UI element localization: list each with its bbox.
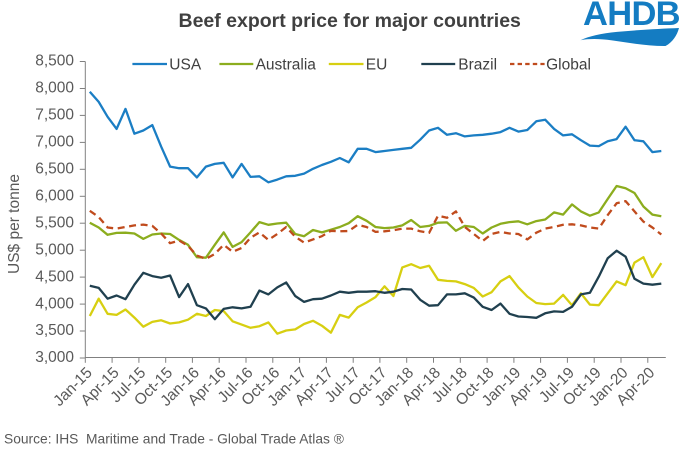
svg-text:Beef export price for major co: Beef export price for major countries (178, 10, 521, 32)
svg-text:AHDB: AHDB (583, 0, 680, 33)
svg-text:USA: USA (169, 56, 202, 73)
svg-text:Brazil: Brazil (458, 56, 497, 73)
svg-text:EU: EU (366, 56, 388, 73)
svg-text:3,000: 3,000 (35, 349, 74, 366)
svg-text:8,000: 8,000 (35, 80, 74, 97)
svg-text:4,500: 4,500 (35, 268, 74, 285)
svg-text:5,500: 5,500 (35, 214, 74, 231)
svg-text:6,000: 6,000 (35, 188, 74, 205)
svg-text:8,500: 8,500 (35, 53, 74, 70)
svg-text:6,500: 6,500 (35, 161, 74, 178)
svg-text:3,500: 3,500 (35, 322, 74, 339)
svg-text:4,000: 4,000 (35, 295, 74, 312)
svg-text:Source: IHS Maritime and Trad: Source: IHS Maritime and Trade - Global … (4, 432, 344, 447)
svg-text:Global: Global (546, 56, 591, 73)
svg-text:5,000: 5,000 (35, 241, 74, 258)
svg-text:7,000: 7,000 (35, 134, 74, 151)
svg-text:US$ per tonne: US$ per tonne (6, 174, 23, 274)
svg-text:7,500: 7,500 (35, 107, 74, 124)
svg-text:Australia: Australia (256, 56, 317, 73)
